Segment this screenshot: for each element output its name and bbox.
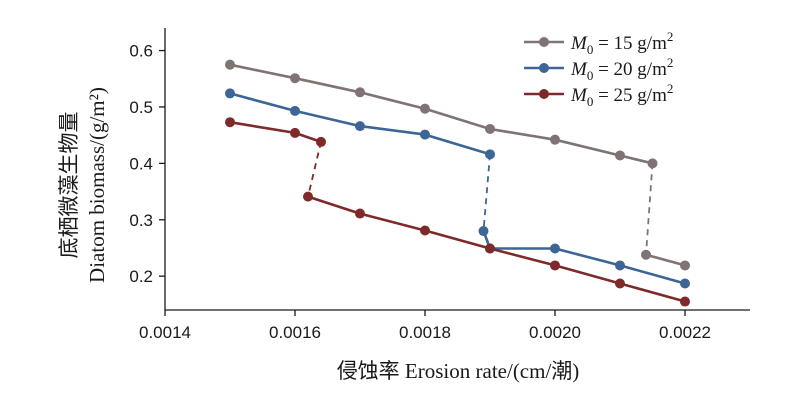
series-line: [229, 120, 322, 144]
series-3: [225, 117, 690, 307]
y-axis-title-line-1: 底栖微藻生物量: [57, 112, 81, 259]
data-point: [485, 243, 495, 254]
y-tick-label: 0.2: [129, 267, 153, 286]
x-tick-label: 0.0018: [399, 323, 451, 342]
data-point: [615, 278, 625, 289]
y-tick-label: 0.6: [129, 42, 153, 61]
y-tick-label: 0.4: [129, 154, 153, 173]
data-point: [290, 73, 300, 84]
y-axis-title-line-2: Diatom biomass/(g/m²): [85, 87, 109, 283]
data-point: [420, 129, 430, 140]
data-point: [420, 103, 430, 114]
legend-item-1: M0 = 15 g/m2: [524, 29, 673, 57]
data-point: [478, 226, 489, 237]
series-jump-line: [482, 154, 491, 232]
legend-item-2: M0 = 20 g/m2: [524, 55, 673, 83]
data-point: [355, 121, 365, 132]
data-point: [303, 191, 313, 202]
data-point: [550, 243, 560, 254]
series-line: [229, 63, 653, 165]
data-point: [680, 260, 690, 271]
x-tick-label: 0.0020: [529, 323, 581, 342]
data-point: [290, 105, 300, 116]
y-axis-title: 底栖微藻生物量 Diatom biomass/(g/m²): [57, 87, 109, 283]
legend-label: M0 = 25 g/m2: [570, 81, 673, 109]
series-jump-line: [645, 163, 654, 255]
y-tick-label: 0.3: [129, 211, 153, 230]
data-point: [550, 134, 560, 145]
data-point: [420, 225, 430, 236]
legend-label: M0 = 20 g/m2: [570, 55, 673, 83]
data-point: [680, 296, 690, 307]
series-1: [225, 59, 690, 271]
legend-marker: [539, 63, 549, 73]
data-point: [485, 123, 495, 134]
data-point: [485, 149, 495, 160]
x-tick-label: 0.0022: [659, 323, 711, 342]
legend-marker: [539, 89, 549, 99]
data-point: [290, 127, 300, 138]
data-point: [647, 158, 658, 169]
legend-marker: [539, 37, 549, 47]
data-point: [225, 59, 235, 70]
series-line: [645, 253, 686, 267]
legend-item-3: M0 = 25 g/m2: [524, 81, 673, 109]
data-point: [680, 278, 690, 289]
x-tick-label: 0.0014: [139, 323, 191, 342]
data-point: [615, 150, 625, 161]
series-jump-line: [307, 141, 322, 197]
plot-area: [225, 59, 690, 307]
data-point: [615, 260, 625, 271]
y-tick-label: 0.5: [129, 98, 153, 117]
data-point: [355, 208, 365, 219]
data-point: [550, 260, 560, 271]
data-point: [225, 88, 235, 99]
data-point: [641, 249, 651, 260]
axes: 0.2 0.3 0.4 0.5 0.6 0.0014 0.0016 0.0018 0.0020 0…: [129, 28, 750, 342]
x-tick-label: 0.0016: [269, 323, 321, 342]
data-point: [225, 117, 235, 128]
x-axis-title: 侵蚀率 Erosion rate/(cm/潮): [337, 359, 580, 383]
legend-label: M0 = 15 g/m2: [570, 29, 673, 57]
data-point: [355, 87, 365, 98]
data-point: [316, 136, 326, 147]
